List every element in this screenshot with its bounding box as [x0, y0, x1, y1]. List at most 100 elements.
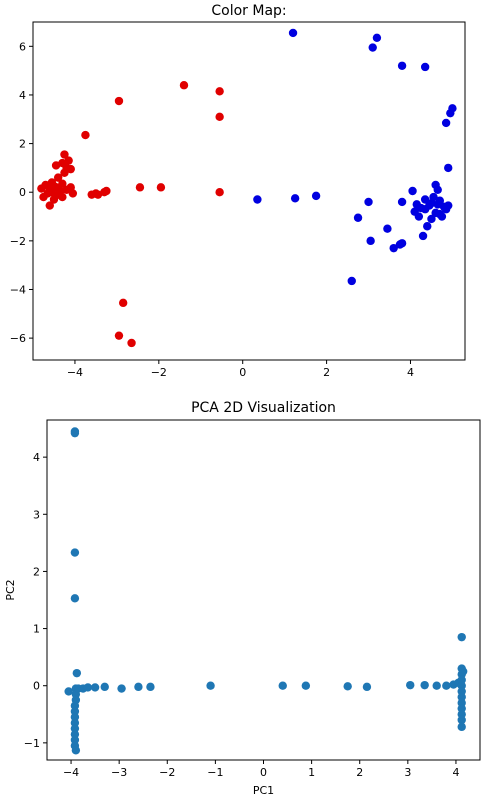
- data-point: [383, 224, 392, 233]
- data-point: [127, 338, 136, 348]
- data-point: [353, 213, 363, 222]
- x-tick-label: 4: [452, 766, 459, 779]
- x-tick-label: −4: [63, 766, 79, 779]
- data-point: [414, 212, 424, 221]
- x-tick-label: −1: [207, 766, 223, 779]
- data-point: [364, 197, 373, 207]
- data-point: [429, 192, 438, 202]
- data-point: [81, 130, 90, 140]
- data-point: [278, 681, 287, 690]
- data-point: [368, 43, 377, 52]
- data-point: [448, 104, 457, 113]
- x-tick-label: 3: [404, 766, 411, 779]
- data-point: [134, 682, 143, 692]
- y-tick-label: 6: [19, 40, 26, 53]
- data-point: [433, 185, 442, 194]
- data-point: [397, 61, 407, 70]
- data-point: [114, 331, 124, 340]
- data-point: [423, 222, 432, 231]
- data-point: [68, 189, 78, 198]
- data-point: [146, 682, 155, 692]
- chart-1: Color Map: −4 −2 0 2 4 −6 −4 −2 0 2 4 6: [10, 3, 466, 379]
- y-tick-label: 0: [33, 680, 40, 693]
- data-point: [408, 186, 417, 196]
- x-tick-label: −4: [67, 366, 83, 379]
- data-point: [64, 156, 73, 165]
- data-point: [58, 192, 67, 202]
- data-point: [442, 681, 451, 690]
- x-axis-label: PC1: [253, 784, 274, 797]
- data-point: [389, 243, 398, 253]
- y-axis-label: PC2: [4, 579, 17, 600]
- plot-frame: [46, 419, 481, 761]
- data-point: [457, 715, 466, 725]
- y-tick-label: −2: [10, 235, 26, 248]
- data-point: [397, 239, 407, 248]
- y-tick-label: 1: [33, 623, 40, 636]
- data-point: [435, 196, 445, 205]
- data-point: [102, 186, 111, 196]
- data-point: [457, 722, 466, 732]
- data-point: [117, 684, 126, 693]
- x-tick-label: 1: [308, 766, 315, 779]
- data-point: [179, 81, 189, 90]
- chart-title: Color Map:: [211, 3, 286, 19]
- y-tick-label: −6: [10, 332, 26, 345]
- data-point: [457, 632, 466, 642]
- y-tick-label: −4: [10, 283, 26, 296]
- data-point: [215, 112, 224, 122]
- data-point: [441, 118, 451, 128]
- data-point: [118, 298, 128, 308]
- data-point: [70, 594, 80, 603]
- data-point: [206, 681, 215, 690]
- data-point: [437, 212, 447, 221]
- data-point: [311, 191, 321, 201]
- y-tick-label: 4: [33, 451, 40, 464]
- data-point: [444, 201, 453, 210]
- data-point: [70, 428, 80, 438]
- y-tick-label: 2: [33, 565, 40, 578]
- data-point: [343, 682, 352, 691]
- x-tick-label: 2: [323, 366, 330, 379]
- data-point: [64, 687, 73, 696]
- x-tick-label: 0: [239, 366, 246, 379]
- data-point: [372, 33, 382, 43]
- data-point: [288, 28, 298, 38]
- data-point: [215, 188, 224, 197]
- data-point: [90, 683, 100, 692]
- data-point: [93, 190, 103, 199]
- data-point: [53, 173, 63, 182]
- y-tick-label: 0: [19, 186, 26, 199]
- y-tick-label: −1: [24, 737, 40, 750]
- data-point: [156, 183, 166, 192]
- data-point: [83, 683, 93, 692]
- x-tick-label: 2: [356, 766, 363, 779]
- data-point: [114, 96, 124, 106]
- plot-frame: [32, 21, 466, 361]
- data-point: [458, 667, 468, 676]
- data-point: [366, 236, 375, 246]
- data-point: [418, 231, 428, 241]
- data-point: [397, 197, 407, 207]
- data-point: [66, 164, 75, 174]
- data-point: [420, 195, 430, 204]
- x-tick-label: 4: [407, 366, 414, 379]
- data-point: [71, 746, 81, 755]
- series-2: [253, 28, 457, 286]
- data-point: [427, 214, 436, 224]
- data-point: [253, 195, 262, 204]
- data-point: [347, 276, 356, 286]
- data-point: [100, 682, 109, 692]
- series-1: [64, 427, 468, 755]
- y-tick-label: 4: [19, 89, 26, 102]
- data-point: [135, 183, 145, 192]
- x-tick-label: −3: [111, 766, 127, 779]
- data-point: [215, 87, 224, 96]
- data-point: [60, 150, 69, 159]
- data-point: [51, 161, 61, 170]
- data-point: [362, 682, 372, 692]
- data-point: [58, 179, 67, 188]
- data-point: [420, 680, 429, 690]
- data-point: [406, 680, 415, 690]
